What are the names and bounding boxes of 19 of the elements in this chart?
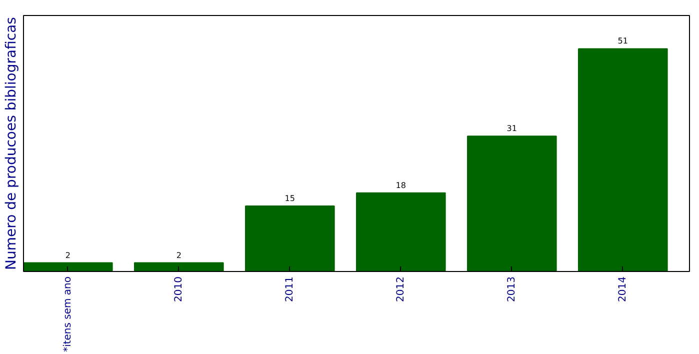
y-axis-title: Numero de producoes bibliograficas — [4, 17, 20, 270]
data-label: 2 — [65, 250, 70, 260]
data-label: 2 — [176, 250, 182, 260]
bar — [356, 192, 446, 272]
data-label: 18 — [396, 180, 406, 190]
bar — [245, 205, 335, 272]
x-tick-label: *itens sem ano — [62, 276, 74, 352]
data-label: 31 — [506, 124, 517, 134]
bar — [24, 262, 113, 272]
x-tick-label: 2010 — [173, 276, 184, 302]
bar — [467, 136, 557, 272]
data-label: 51 — [618, 36, 628, 46]
bar — [134, 262, 224, 272]
data-label: 15 — [284, 194, 295, 203]
bar — [578, 48, 668, 272]
x-tick-label: 2011 — [284, 276, 296, 302]
x-tick-label: 2014 — [617, 276, 628, 302]
x-tick-label: 2013 — [506, 276, 518, 302]
x-tick-label: 2012 — [395, 276, 406, 302]
